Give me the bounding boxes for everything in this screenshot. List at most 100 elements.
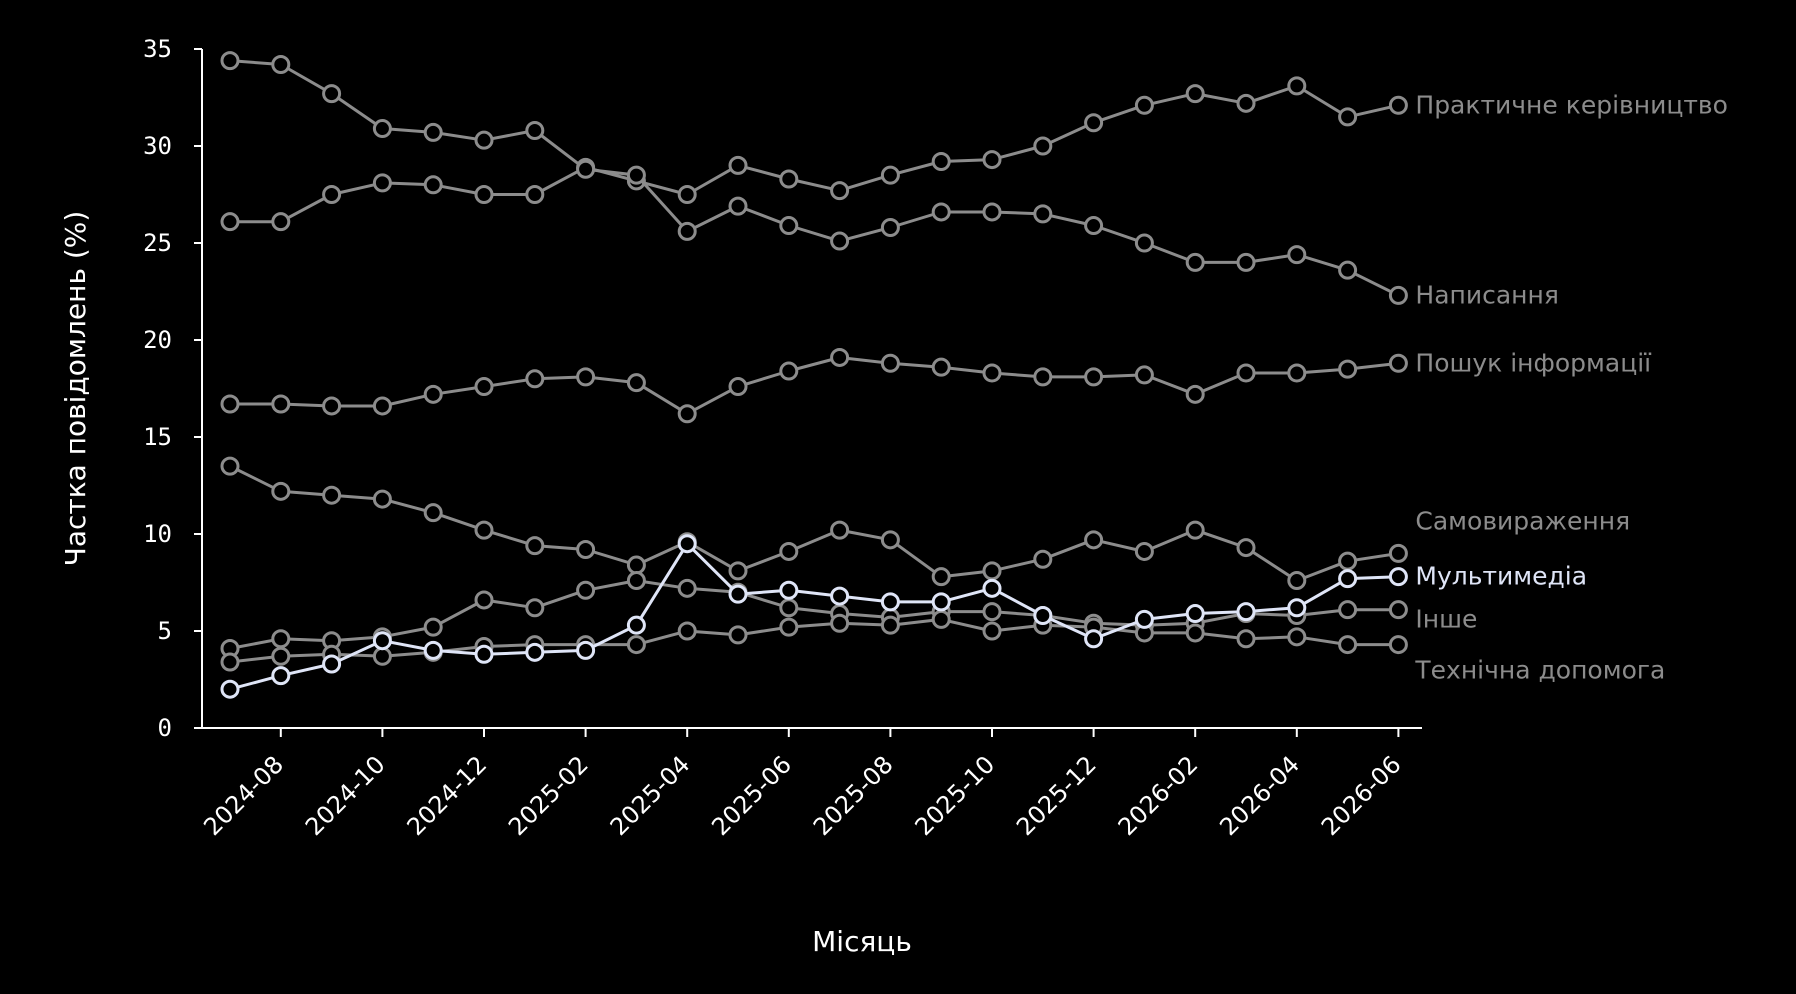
data-point [1134,609,1154,629]
x-tick-label: 2025-12 [1011,750,1102,841]
y-tick-label: 5 [158,617,172,645]
y-tick-label: 25 [143,229,172,257]
series-label: Пошук інформації [1415,348,1652,377]
data-point [220,652,240,672]
data-point [982,363,1002,383]
data-point [931,357,951,377]
data-point [677,404,697,424]
data-point [1287,627,1307,647]
x-tick-label: 2025-10 [910,750,1001,841]
series-2 [220,347,1408,424]
data-point [830,586,850,606]
y-tick-label: 15 [143,423,172,451]
data-point [423,175,443,195]
series-line [230,356,1399,416]
data-point [880,530,900,550]
data-point [220,679,240,699]
data-point [830,347,850,367]
data-point [1033,549,1053,569]
series-3 [220,456,1408,591]
series-5 [220,609,1408,672]
data-point [1338,359,1358,379]
data-point [1287,76,1307,96]
x-tick-label: 2025-06 [706,750,797,841]
data-point [779,361,799,381]
data-point [880,353,900,373]
series-line [229,464,1399,583]
data-point [474,590,494,610]
series-label: Самовираження [1415,506,1630,535]
data-point [880,615,900,635]
data-point [830,520,850,540]
data-point [880,592,900,612]
data-point [1287,363,1307,383]
data-point [1338,107,1358,127]
data-point [271,394,291,414]
data-point [931,609,951,629]
data-point [474,130,494,150]
data-point [728,377,748,397]
data-point [474,520,494,540]
data-point [372,631,392,651]
data-point [322,654,342,674]
data-point [1388,285,1408,305]
data-point [1084,367,1104,387]
data-point [1033,367,1053,387]
data-point [626,571,646,591]
series-label: Мультимедіа [1415,562,1587,591]
series-line [229,579,1399,650]
x-tick-label: 2026-02 [1113,750,1204,841]
data-point [1236,252,1256,272]
data-point [931,567,951,587]
data-point [576,640,596,660]
y-tick-label: 10 [143,520,172,548]
data-point [1236,629,1256,649]
x-tick-label: 2026-06 [1316,750,1407,841]
data-point [423,640,443,660]
data-point [525,369,545,389]
data-point [880,165,900,185]
data-point [931,592,951,612]
data-point [423,384,443,404]
data-point [423,122,443,142]
data-point [1388,567,1408,587]
data-point [1338,600,1358,620]
series-lines [220,51,1408,699]
data-point [576,580,596,600]
x-tick-label: 2026-04 [1214,750,1305,841]
data-point [982,561,1002,581]
data-point [220,394,240,414]
data-point [372,646,392,666]
data-point [220,212,240,232]
data-point [982,202,1002,222]
data-point [1338,635,1358,655]
data-point [626,555,646,575]
data-point [271,629,291,649]
data-point [271,55,291,75]
data-point [931,202,951,222]
data-point [372,489,392,509]
data-point [525,598,545,618]
data-point [1388,353,1408,373]
x-tick-label: 2025-04 [605,750,696,841]
data-point [271,481,291,501]
data-point [677,221,697,241]
series-6 [220,534,1408,699]
series-labels: Практичне керівництво Написання Пошук інфо… [1414,90,1728,684]
data-point [220,51,240,71]
data-point [931,152,951,172]
data-point [1033,605,1053,625]
data-point [1236,602,1256,622]
data-point [1185,520,1205,540]
data-point [830,613,850,633]
series-0 [220,76,1408,232]
data-point [677,185,697,204]
data-point [677,621,697,641]
series-line [229,59,1400,297]
data-point [1084,629,1104,649]
data-point [271,212,291,232]
data-point [1236,93,1256,113]
x-tick-label: 2025-08 [808,750,899,841]
data-point [626,615,646,635]
